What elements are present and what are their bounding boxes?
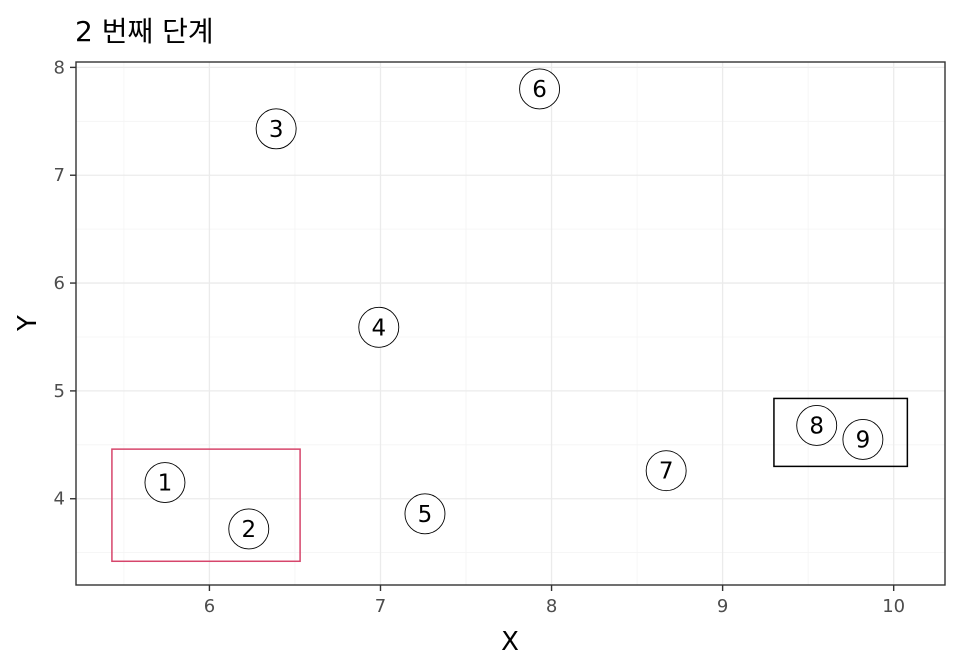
point-5: 5 bbox=[404, 493, 446, 535]
y-tick-label: 6 bbox=[54, 273, 65, 294]
y-axis-title: Y bbox=[13, 315, 43, 332]
plot-panel-border bbox=[75, 61, 946, 586]
point-label: 1 bbox=[158, 471, 173, 497]
point-1: 1 bbox=[144, 462, 186, 504]
point-marker bbox=[796, 404, 838, 446]
grid-layer bbox=[76, 62, 945, 585]
x-tick-label: 7 bbox=[375, 596, 386, 617]
y-tick-label: 7 bbox=[54, 165, 65, 186]
x-tick-label: 10 bbox=[882, 596, 905, 617]
point-label: 6 bbox=[532, 77, 547, 103]
axes: 6 7 8 9 10 4 5 6 7 8 bbox=[54, 57, 906, 617]
point-7: 7 bbox=[645, 450, 687, 492]
point-label: 2 bbox=[241, 517, 256, 543]
cluster-box-2 bbox=[773, 397, 909, 468]
point-label: 5 bbox=[418, 502, 433, 528]
point-3: 3 bbox=[255, 108, 297, 150]
point-label: 3 bbox=[269, 117, 284, 143]
x-tick-label: 9 bbox=[717, 596, 728, 617]
point-marker bbox=[358, 306, 400, 348]
y-tick-label: 5 bbox=[54, 381, 65, 402]
point-marker bbox=[404, 493, 446, 535]
point-marker bbox=[144, 462, 186, 504]
x-axis-title: X bbox=[501, 627, 519, 657]
point-marker bbox=[228, 508, 270, 550]
point-label: 9 bbox=[856, 427, 871, 453]
point-2: 2 bbox=[228, 508, 270, 550]
point-marker bbox=[645, 450, 687, 492]
point-9: 9 bbox=[842, 418, 884, 460]
chart-title: 2 번째 단계 bbox=[75, 15, 214, 48]
x-tick-label: 6 bbox=[204, 596, 215, 617]
point-marker bbox=[519, 68, 561, 110]
point-label: 7 bbox=[659, 459, 674, 485]
cluster-boxes bbox=[111, 397, 909, 563]
data-points: 1 2 3 4 5 6 7 8 9 bbox=[144, 68, 884, 550]
point-8: 8 bbox=[796, 404, 838, 446]
point-label: 4 bbox=[371, 315, 386, 341]
point-label: 8 bbox=[809, 413, 824, 439]
x-tick-label: 8 bbox=[546, 596, 557, 617]
cluster-box-1 bbox=[111, 448, 301, 563]
y-tick-label: 4 bbox=[54, 489, 65, 510]
point-6: 6 bbox=[519, 68, 561, 110]
point-marker bbox=[255, 108, 297, 150]
y-tick-label: 8 bbox=[54, 57, 65, 78]
point-marker bbox=[842, 418, 884, 460]
point-4: 4 bbox=[358, 306, 400, 348]
